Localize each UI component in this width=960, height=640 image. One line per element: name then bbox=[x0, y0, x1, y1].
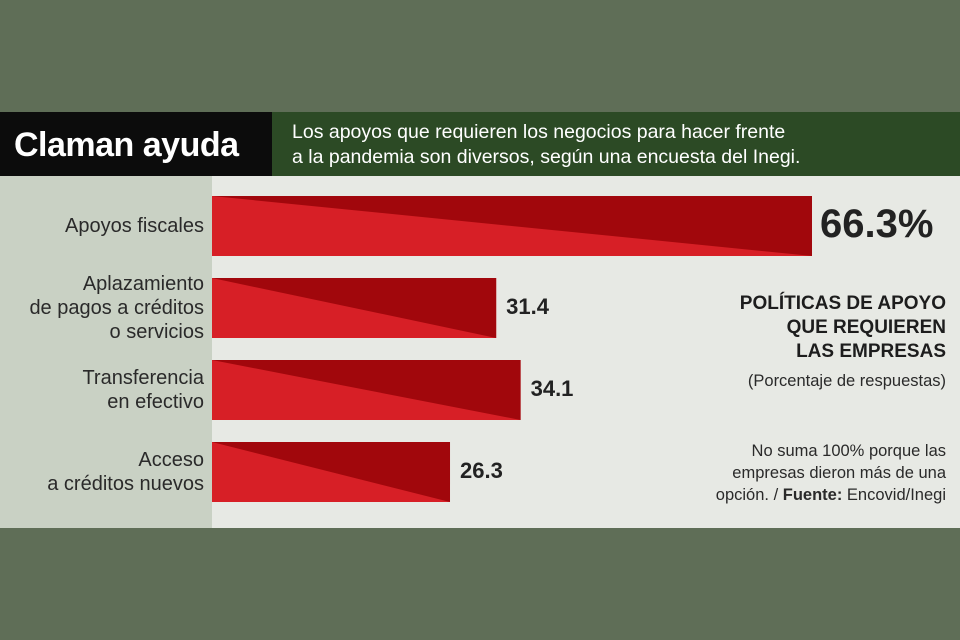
header-title-box bbox=[0, 112, 272, 176]
value-label: 31.4 bbox=[506, 294, 549, 319]
bar-shade bbox=[212, 442, 451, 502]
bar-shade bbox=[212, 360, 521, 420]
source: Encovid/Inegi bbox=[842, 486, 946, 504]
value-label: 34.1 bbox=[530, 376, 574, 401]
bar-shade bbox=[212, 278, 497, 338]
category-label: Acceso a créditos nuevos bbox=[47, 449, 204, 495]
category-label: Apoyos fiscales bbox=[65, 215, 204, 237]
chart-subtitle: (Porcentaje de respuestas) bbox=[747, 372, 946, 390]
labels-panel bbox=[0, 176, 212, 528]
category-label: Aplazamiento de pagos a créditos o servi… bbox=[29, 273, 204, 343]
note-text: No suma 100% porque las empresas dieron … bbox=[715, 442, 946, 504]
chart-title: POLÍTICAS DE APOYO QUE REQUIEREN LAS EMP… bbox=[739, 293, 946, 362]
note: No suma 100% porque las empresas dieron … bbox=[716, 440, 946, 506]
value-label: 66.3% bbox=[820, 202, 934, 246]
category-label: Transferencia en efectivo bbox=[82, 367, 204, 413]
title: Claman ayuda bbox=[14, 126, 239, 164]
value-label: 26.3 bbox=[460, 458, 503, 483]
subtitle: Los apoyos que requieren los negocios pa… bbox=[292, 121, 801, 168]
bar-shade bbox=[212, 196, 812, 256]
header-subtitle-box bbox=[272, 112, 960, 176]
source-label: Fuente: bbox=[782, 486, 843, 504]
